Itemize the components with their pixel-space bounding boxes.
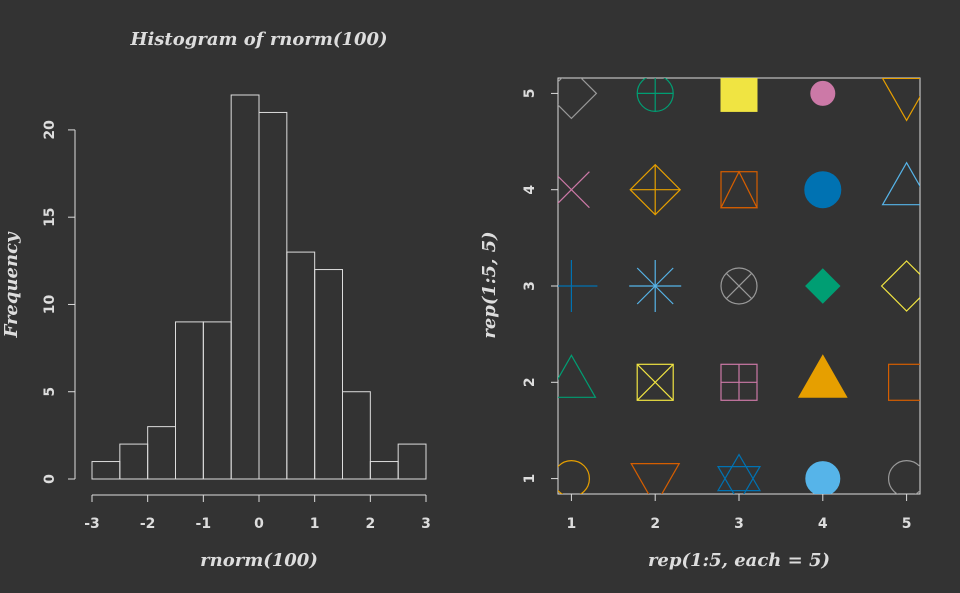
y-tick-label: 5	[42, 387, 58, 397]
point	[636, 363, 674, 401]
point	[629, 163, 682, 216]
bar	[314, 269, 343, 480]
bar	[175, 321, 204, 480]
point	[887, 363, 920, 401]
point	[558, 78, 598, 120]
point	[558, 459, 591, 494]
point-shape	[881, 78, 920, 122]
point	[804, 171, 842, 209]
point-shape	[804, 171, 842, 209]
x-tick-label: 3	[734, 516, 744, 532]
point-shape	[558, 171, 590, 204]
point	[720, 170, 758, 209]
y-axis-label: rep(1:5, 5)	[479, 231, 500, 338]
chart-title: Histogram of rnorm(100)	[129, 29, 387, 50]
bar	[119, 443, 149, 480]
point-shape	[558, 78, 598, 120]
point-shape	[887, 363, 920, 401]
x-tick-label: 5	[902, 516, 912, 532]
point-shape	[636, 363, 674, 401]
bar	[202, 321, 232, 480]
x-tick-label: -3	[84, 516, 100, 532]
point	[558, 354, 597, 398]
x-axis-label: rep(1:5, each = 5)	[648, 550, 830, 571]
bar	[91, 461, 121, 480]
point-shape	[797, 354, 848, 398]
point	[810, 80, 836, 106]
y-tick-label: 10	[42, 294, 58, 314]
point	[797, 354, 848, 398]
bar	[397, 443, 427, 480]
point-shape	[558, 459, 591, 494]
y-tick-label: 1	[522, 474, 538, 484]
point-shape	[805, 268, 841, 304]
point-shape	[805, 461, 841, 494]
bar	[258, 111, 288, 480]
x-tick-label: 1	[567, 516, 577, 532]
y-axis-label: Frequency	[1, 231, 22, 339]
point-shape	[880, 260, 920, 312]
bar	[147, 426, 177, 480]
point	[720, 267, 758, 305]
y-tick-label: 5	[522, 89, 538, 99]
point	[805, 461, 841, 494]
point	[881, 161, 920, 206]
point-shape	[720, 267, 758, 305]
point	[720, 78, 758, 112]
x-axis-label: rnorm(100)	[200, 550, 318, 571]
bar	[342, 391, 371, 480]
point	[805, 268, 841, 304]
point-shape	[716, 453, 762, 492]
point-shape	[636, 363, 674, 401]
y-tick-label: 4	[522, 185, 538, 195]
point-shape	[881, 161, 920, 206]
point	[558, 260, 598, 312]
point-shape	[725, 272, 753, 300]
x-tick-label: 2	[365, 516, 375, 532]
bar	[369, 461, 399, 480]
x-tick-label: 3	[421, 516, 431, 532]
point-shape	[636, 267, 674, 305]
x-tick-label: 4	[818, 516, 828, 532]
x-tick-label: -1	[196, 516, 212, 532]
point-shape	[887, 459, 920, 494]
point	[558, 171, 590, 209]
y-tick-label: 20	[42, 120, 58, 140]
point	[881, 78, 920, 122]
point-shape	[630, 462, 681, 494]
y-tick-label: 15	[42, 207, 58, 226]
bar	[286, 251, 316, 480]
point-shape	[716, 465, 762, 494]
bar	[230, 94, 260, 480]
point-shape	[720, 78, 758, 112]
x-tick-label: -2	[140, 516, 156, 532]
point	[630, 462, 681, 494]
point	[720, 363, 758, 401]
point	[716, 453, 762, 494]
point	[880, 260, 920, 312]
point	[629, 260, 682, 312]
point-shape	[810, 80, 836, 106]
y-tick-label: 0	[42, 474, 58, 484]
point	[887, 459, 920, 494]
point-shape	[720, 171, 758, 209]
y-tick-label: 3	[522, 281, 538, 291]
x-tick-label: 0	[254, 516, 264, 532]
point-shape	[558, 354, 597, 398]
points	[558, 78, 920, 494]
point-shape	[720, 170, 758, 209]
x-tick-label: 1	[310, 516, 320, 532]
x-tick-label: 2	[650, 516, 660, 532]
point	[636, 78, 674, 113]
y-tick-label: 2	[522, 377, 538, 387]
